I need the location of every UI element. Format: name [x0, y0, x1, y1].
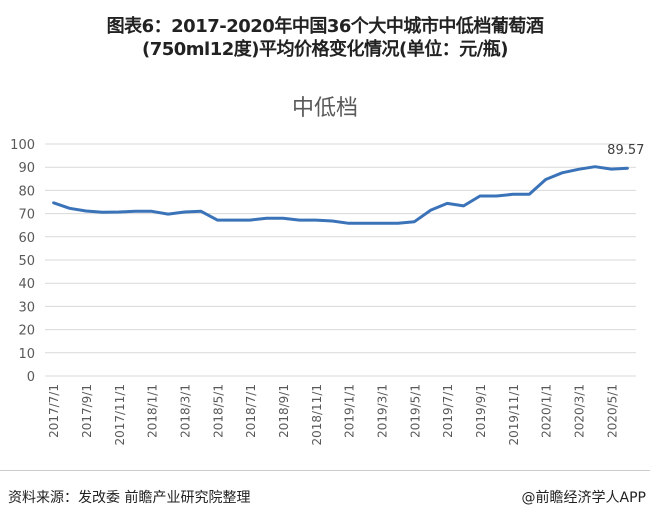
- data-point: [281, 217, 285, 220]
- data-label-last: 89.57: [607, 143, 644, 158]
- x-tick-label: 2020/5/1: [605, 384, 619, 438]
- data-point: [413, 220, 416, 223]
- data-point: [183, 210, 186, 214]
- y-tick-label: 50: [18, 254, 35, 269]
- data-point: [52, 201, 55, 204]
- x-tick-label: 2018/3/1: [179, 384, 193, 438]
- x-tick-label: 2019/11/1: [507, 384, 521, 446]
- x-tick-label: 2017/9/1: [80, 384, 94, 438]
- y-tick-label: 70: [18, 208, 35, 223]
- y-tick-label: 80: [18, 184, 35, 199]
- y-tick-label: 100: [10, 138, 35, 153]
- y-tick-label: 20: [18, 324, 35, 339]
- data-point: [265, 217, 268, 220]
- y-tick-label: 30: [18, 300, 35, 315]
- x-tick-label: 2017/7/1: [47, 384, 61, 438]
- data-point: [544, 178, 547, 181]
- data-point: [446, 202, 449, 205]
- data-point: [429, 208, 432, 212]
- y-tick-label: 10: [18, 347, 35, 362]
- x-tick-label: 2019/7/1: [441, 384, 455, 438]
- x-tick-label: 2017/11/1: [113, 384, 127, 446]
- data-point: [560, 171, 564, 174]
- x-tick-label: 2018/7/1: [244, 384, 258, 438]
- data-point: [626, 166, 629, 170]
- data-point: [199, 210, 203, 213]
- x-tick-label: 2019/3/1: [376, 384, 390, 438]
- line-chart: 中低档 0 10 20 30 40 50 60 70 80 90 100 2017/7/1 2017/…: [10, 96, 644, 446]
- x-tick-label: 2019/9/1: [474, 384, 488, 438]
- chart-title-line-2: (750ml12度)平均价格变化情况(单位：元/瓶): [141, 39, 509, 60]
- y-tick-label: 90: [18, 161, 35, 176]
- x-tick-label: 2019/5/1: [408, 384, 422, 438]
- data-point: [298, 218, 301, 222]
- data-point: [216, 218, 219, 222]
- data-point: [396, 222, 400, 225]
- data-point: [593, 165, 597, 168]
- source-note: 资料来源：发改委 前瞻产业研究院整理: [8, 490, 251, 506]
- x-tick-label: 2018/11/1: [310, 384, 324, 446]
- data-point: [249, 218, 252, 222]
- x-tick-label: 2019/1/1: [343, 384, 357, 438]
- data-point: [314, 218, 318, 222]
- data-point: [511, 193, 515, 196]
- y-tick-label: 60: [18, 231, 35, 246]
- series-line: [52, 165, 628, 225]
- x-tick-label: 2020/3/1: [573, 384, 587, 438]
- x-tick-label: 2018/5/1: [211, 384, 225, 438]
- x-tick-label: 2018/9/1: [277, 384, 291, 438]
- data-point: [528, 193, 531, 196]
- y-tick-label: 0: [27, 370, 35, 385]
- data-point: [68, 207, 71, 210]
- data-point: [478, 194, 482, 198]
- data-point: [232, 218, 235, 222]
- data-point: [462, 204, 465, 208]
- data-point: [347, 222, 350, 225]
- data-point: [610, 167, 613, 171]
- data-point: [84, 209, 88, 213]
- y-tick-label: 40: [18, 277, 35, 292]
- data-point: [495, 194, 498, 198]
- data-point: [101, 211, 104, 214]
- data-point: [363, 222, 367, 225]
- series-title: 中低档: [292, 96, 358, 121]
- data-point: [150, 210, 153, 213]
- x-tick-label: 2020/1/1: [540, 384, 554, 438]
- data-point: [166, 212, 170, 216]
- data-point: [117, 210, 121, 214]
- data-point: [577, 168, 580, 171]
- brand-credit: @前瞻经济学人APP: [521, 490, 646, 506]
- chart-title-line-1: 图表6：2017-2020年中国36个大中城市中低档葡萄酒: [106, 16, 544, 37]
- data-point: [331, 219, 334, 223]
- footer-divider: [0, 470, 650, 471]
- x-tick-label: 2018/1/1: [146, 384, 160, 438]
- data-point: [380, 222, 383, 225]
- data-point: [134, 210, 137, 213]
